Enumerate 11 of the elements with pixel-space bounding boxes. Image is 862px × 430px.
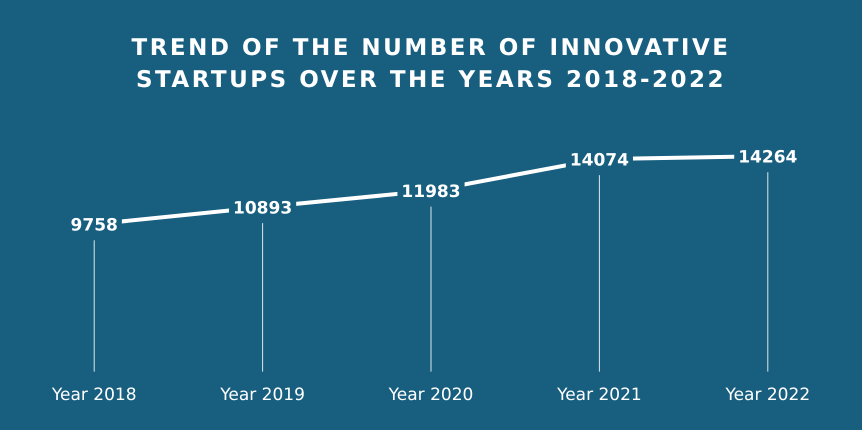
x-tick-label: Year 2020 — [388, 385, 474, 406]
x-tick-label: Year 2018 — [50, 385, 137, 406]
x-tick-label: Year 2019 — [219, 385, 305, 406]
data-label: 10893 — [233, 198, 292, 219]
data-label: 14264 — [738, 148, 798, 168]
data-label: 14074 — [570, 150, 630, 171]
data-label: 11983 — [401, 182, 461, 202]
x-tick-label: Year 2021 — [556, 385, 642, 406]
x-tick-label: Year 2022 — [724, 385, 810, 406]
data-label: 9758 — [70, 216, 118, 236]
chart-title: TREND OF THE NUMBER OF INNOVATIVE STARTUPS OVER THE YEARS 2018-2022 — [131, 34, 731, 95]
